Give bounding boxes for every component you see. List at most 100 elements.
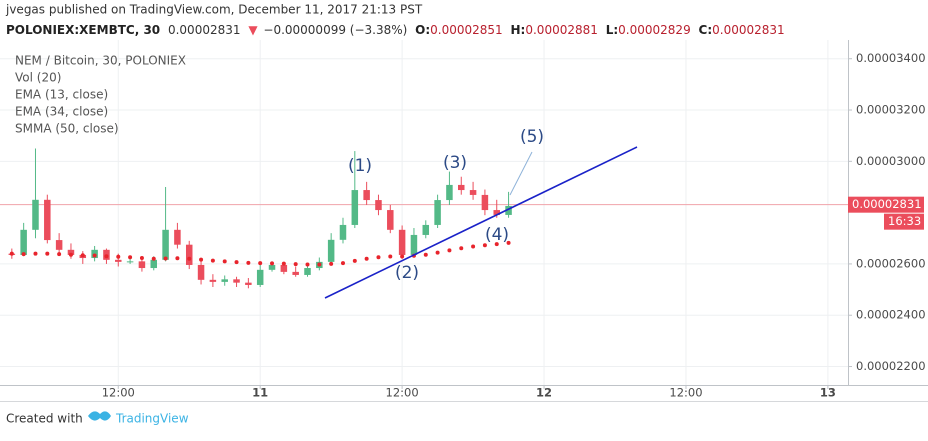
x-tick-label: 13 <box>820 386 836 400</box>
smma-dot <box>33 251 38 256</box>
low: 0.00002829 <box>618 23 691 37</box>
last: 0.00002831 <box>168 23 241 37</box>
candle-body <box>339 224 347 240</box>
legend-entry: NEM / Bitcoin, 30, POLONIEX <box>15 54 186 68</box>
smma-dot <box>305 262 310 267</box>
y-tick-label: 0.00003000 <box>856 154 926 168</box>
plot-area <box>0 40 848 385</box>
o-label: O: <box>415 23 430 37</box>
candle-body <box>280 264 288 272</box>
smma-dot <box>388 254 393 259</box>
candle-body <box>351 190 359 225</box>
y-tick-label: 0.00003400 <box>856 51 926 65</box>
smma-dot <box>435 250 440 255</box>
y-tick-label: 0.00003200 <box>856 103 926 117</box>
candle-body <box>44 199 51 241</box>
x-tick-label: 12:00 <box>386 386 419 400</box>
candle-body <box>446 184 453 201</box>
candle-body <box>398 229 406 255</box>
smma-dot <box>400 254 405 259</box>
smma-dot <box>210 258 215 263</box>
smma-dot <box>423 252 428 257</box>
smma-dot <box>459 246 464 251</box>
smma-dot <box>352 258 357 263</box>
smma-dot <box>471 244 476 249</box>
candle-body <box>209 279 217 282</box>
candle-body <box>469 190 477 195</box>
smma-dot <box>329 261 334 266</box>
change: −0.00000099 (−3.38%) <box>263 23 407 37</box>
candle-body <box>221 279 228 282</box>
smma-dot <box>222 259 227 264</box>
candle-body <box>375 200 382 211</box>
brand[interactable]: TradingView <box>115 412 189 426</box>
candle-body <box>138 261 146 269</box>
candle-body <box>126 261 134 263</box>
wave-label: (3) <box>443 153 467 173</box>
candle-body <box>256 269 264 285</box>
candle-body <box>32 199 39 230</box>
candle-body <box>410 234 418 255</box>
arrow: ▼ <box>248 23 258 37</box>
smma-dot <box>246 260 251 265</box>
smma-dot <box>104 254 109 259</box>
wave-label: (2) <box>395 263 419 283</box>
candle-body <box>434 200 441 225</box>
wave-label: (4) <box>485 225 509 245</box>
smma-dot <box>494 242 499 247</box>
smma-dot <box>270 261 275 266</box>
wave-label: (5) <box>520 127 544 147</box>
smma-dot <box>199 257 204 262</box>
candle-body <box>162 229 169 260</box>
legend-entry: EMA (13, close) <box>15 88 108 102</box>
y-tick-label: 0.00002400 <box>856 308 926 322</box>
countdown-badge <box>884 213 924 230</box>
legend-entry: EMA (34, close) <box>15 105 108 119</box>
candle-body <box>185 244 193 265</box>
smma-dot <box>139 256 144 261</box>
wave-label: (1) <box>348 156 372 176</box>
y-tick-label: 0.00002200 <box>856 359 926 373</box>
candle-body <box>327 239 335 262</box>
smma-dot <box>9 251 14 256</box>
candle-body <box>115 259 122 262</box>
grid <box>0 40 852 389</box>
smma-dot <box>447 248 452 253</box>
marks <box>0 148 848 289</box>
candle-body <box>197 264 205 280</box>
x-tick-label: 12:00 <box>669 386 702 400</box>
x-tick-label: 12:00 <box>102 386 135 400</box>
close: 0.00002831 <box>712 23 785 37</box>
c-label: C: <box>699 23 713 37</box>
smma-dot <box>116 254 121 259</box>
candle-body <box>493 210 500 215</box>
smma-dot <box>234 260 239 265</box>
smma-dot <box>80 253 85 258</box>
smma-dot <box>281 261 286 266</box>
l-label: L: <box>606 23 618 37</box>
candle-body <box>505 205 512 215</box>
smma-dot <box>293 262 298 267</box>
candle-body <box>174 229 181 245</box>
h-label: H: <box>511 23 526 37</box>
candle-body <box>245 282 252 285</box>
smma-dot <box>57 252 62 257</box>
legend-entry: Vol (20) <box>15 71 61 85</box>
smma-dot <box>506 240 511 245</box>
smma-dot <box>258 261 263 266</box>
logo <box>88 411 111 421</box>
smma-dot <box>68 252 73 257</box>
smma-dot <box>317 262 322 267</box>
quote-line: POLONIEX:XEMBTC, 30 0.00002831 ▼ −0.0000… <box>6 23 785 37</box>
legend-entry: SMMA (50, close) <box>15 122 119 136</box>
smma-dot <box>21 252 26 257</box>
created-with: Created with <box>6 412 83 426</box>
y-tick-label: 0.00002600 <box>856 256 926 270</box>
symbol: POLONIEX:XEMBTC, 30 <box>6 23 160 37</box>
smma-dot <box>151 256 156 261</box>
x-tick-label: 12 <box>536 386 552 400</box>
candle-body <box>150 259 158 269</box>
candle-body <box>422 224 430 235</box>
candle-body <box>292 271 299 275</box>
